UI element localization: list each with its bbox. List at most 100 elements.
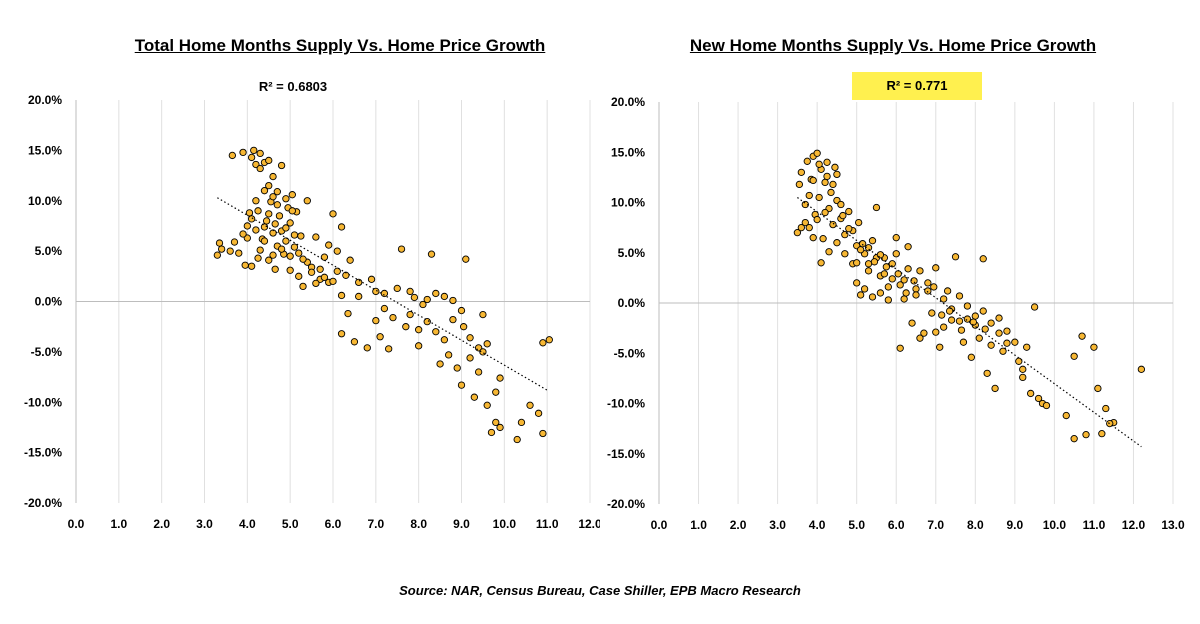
right-data-point [979, 255, 987, 263]
left-data-point [286, 252, 294, 260]
right-data-point [1082, 431, 1090, 439]
left-y-tick-label: -20.0% [24, 496, 62, 510]
right-data-point [979, 307, 987, 315]
left-y-tick-label: -10.0% [24, 395, 62, 409]
right-data-point [892, 250, 900, 258]
right-data-point [940, 295, 948, 303]
left-x-tick-label: 12.0 [578, 517, 600, 531]
left-data-point [432, 328, 440, 336]
left-data-point [372, 316, 380, 325]
right-data-point [1027, 389, 1035, 398]
right-data-point [924, 279, 932, 287]
left-data-point [380, 304, 389, 313]
right-data-point [896, 344, 904, 352]
left-data-point [385, 345, 393, 353]
left-data-point [457, 381, 466, 389]
right-data-point [817, 259, 825, 267]
left-data-point [513, 435, 521, 444]
left-data-point [265, 181, 273, 190]
left-data-point [466, 334, 474, 342]
right-data-point [884, 283, 892, 291]
right-data-point [1011, 338, 1019, 346]
right-x-tick-label: 12.0 [1122, 518, 1146, 532]
right-data-point [793, 228, 802, 237]
left-data-point [479, 310, 487, 319]
right-data-point [1098, 429, 1106, 438]
left-y-tick-label: 10.0% [28, 194, 62, 208]
left-data-point [252, 226, 260, 234]
right-data-point [837, 200, 845, 209]
right-data-point [910, 277, 918, 285]
right-data-point [1023, 343, 1031, 351]
left-y-tick-label: 20.0% [28, 93, 62, 107]
left-data-point [269, 193, 277, 201]
left-data-point [346, 256, 354, 264]
right-data-point [845, 224, 853, 233]
right-data-point [823, 172, 831, 181]
right-data-point [932, 264, 940, 272]
right-data-point [815, 193, 823, 202]
left-data-point [256, 149, 264, 158]
left-data-point [226, 247, 234, 255]
left-data-point [282, 224, 290, 232]
right-y-tick-label: 10.0% [611, 196, 645, 210]
right-data-point [813, 215, 821, 224]
right-data-point [912, 285, 920, 293]
left-data-point [235, 249, 243, 257]
left-scatter-chart: 20.0% 15.0% 10.0% 5.0% 0.0% -5.0% -10.0% -15.0%… [24, 93, 600, 531]
right-data-point [995, 329, 1003, 337]
right-data-point [896, 281, 904, 289]
right-data-point [856, 291, 865, 299]
left-data-point [462, 255, 470, 263]
left-x-tick-label: 9.0 [453, 517, 470, 531]
right-data-point [955, 292, 964, 300]
right-x-tick-label: 6.0 [888, 518, 905, 532]
right-data-point [1034, 394, 1043, 403]
right-data-point [991, 384, 999, 393]
right-data-point [916, 267, 924, 275]
right-data-point [928, 309, 936, 317]
right-data-point [999, 347, 1007, 355]
right-data-point [821, 178, 829, 187]
right-x-tick-label: 4.0 [809, 518, 826, 532]
left-data-point [526, 401, 534, 409]
right-data-point [825, 248, 833, 256]
right-data-point [872, 203, 881, 212]
left-data-point [363, 344, 371, 352]
left-data-point [337, 330, 346, 338]
right-data-point [1078, 332, 1086, 340]
right-data-point [829, 220, 837, 229]
left-data-point [265, 256, 273, 264]
right-data-point [803, 157, 811, 165]
left-data-point [320, 273, 329, 281]
left-x-tick-label: 6.0 [325, 517, 342, 531]
right-data-point [864, 244, 873, 252]
left-data-point [372, 287, 380, 296]
right-data-point [987, 341, 995, 349]
right-data-point [1062, 411, 1070, 420]
left-data-point [295, 249, 303, 257]
left-data-point [415, 326, 423, 334]
left-data-point [303, 197, 311, 205]
left-data-point [260, 237, 269, 245]
right-data-point [1137, 365, 1146, 373]
left-x-tick-label: 3.0 [196, 517, 213, 531]
right-data-point [938, 311, 946, 319]
right-data-point [987, 319, 995, 327]
right-x-tick-label: 5.0 [848, 518, 865, 532]
left-data-point [545, 336, 553, 344]
right-data-point [900, 276, 908, 284]
right-r-squared-label: R² = 0.771 [852, 72, 982, 100]
right-data-point [813, 149, 821, 157]
right-data-point [829, 180, 837, 189]
right-data-point [963, 315, 972, 323]
left-data-point [415, 342, 423, 350]
right-y-tick-label: 20.0% [611, 95, 645, 109]
right-data-point [864, 267, 873, 275]
left-data-point [333, 247, 341, 255]
right-data-point [831, 163, 839, 171]
left-data-point [247, 262, 256, 270]
left-data-point [230, 238, 239, 246]
left-data-point [252, 197, 260, 205]
left-y-tick-label: -15.0% [24, 446, 62, 460]
